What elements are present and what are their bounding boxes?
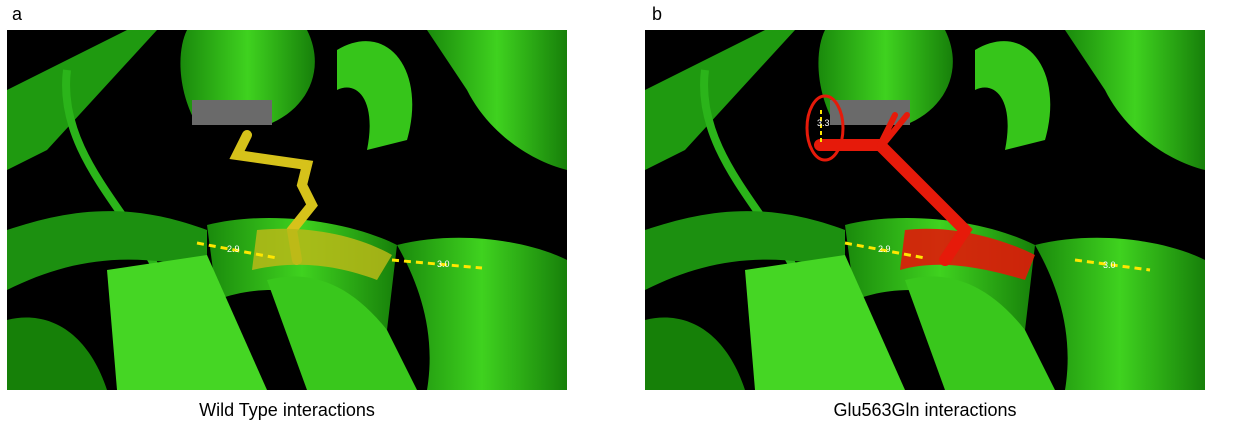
distance-label: 3.0 [1103, 260, 1116, 270]
caption: Wild Type interactions [199, 400, 375, 420]
panel-label: a [12, 4, 23, 24]
structure-image: 2.9 3.0 3.3 [645, 30, 1205, 390]
distance-label: 2.9 [878, 244, 891, 254]
panel-label: b [652, 4, 663, 24]
structure-image: 2.9 3.0 [7, 30, 567, 390]
distance-label: 3.3 [817, 118, 830, 128]
distance-label: 3.0 [437, 259, 450, 269]
distance-label: 2.9 [227, 244, 240, 254]
caption: Glu563Gln interactions [833, 400, 1017, 420]
